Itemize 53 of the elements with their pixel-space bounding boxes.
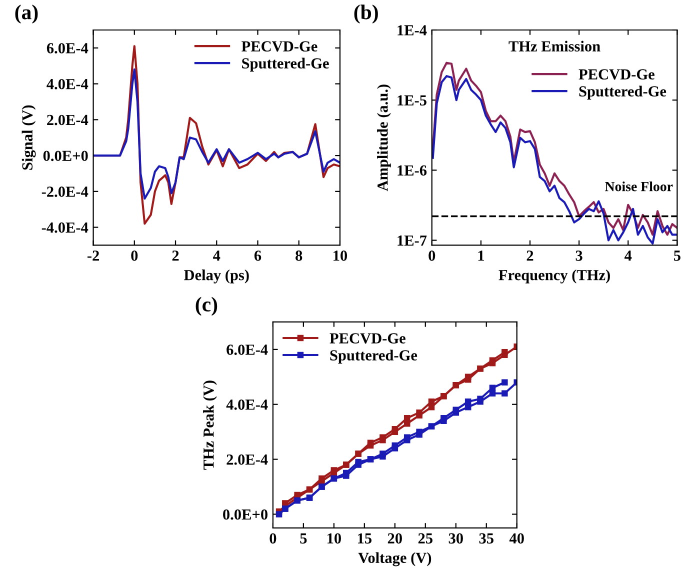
x-tick-label: 40 <box>509 533 524 544</box>
x-tick-label: 15 <box>358 533 372 544</box>
x-tick-label: 10 <box>328 533 341 544</box>
y-tick-label: 0.0E+0 <box>223 509 268 520</box>
y-tick-label: -4.0E-4 <box>42 222 88 233</box>
x-tick-label: 0 <box>131 250 138 261</box>
chart-title: (a) <box>15 4 38 24</box>
x-tick-label: -2 <box>87 250 99 261</box>
x-tick-label: 5 <box>674 250 680 261</box>
y-tick-label: 6.0E-4 <box>46 43 88 54</box>
legend-label: Sputtered-Ge <box>579 86 666 100</box>
legend-label: PECVD-Ge <box>330 333 406 344</box>
legend-label: Sputtered-Ge <box>330 350 418 364</box>
y-tick-label: 1E-6 <box>398 165 427 176</box>
y-tick-label: 1E-4 <box>398 25 427 36</box>
x-axis-title: Frequency (THz) <box>498 269 610 284</box>
y-tick-label: 2.0E-4 <box>226 454 268 465</box>
y-tick-label: 2.0E-4 <box>47 114 88 126</box>
y-tick-label: 1E-7 <box>398 235 427 246</box>
x-tick-label: 2 <box>172 250 179 261</box>
x-tick-label: 4 <box>624 250 632 261</box>
y-tick-label: -2.0E-4 <box>42 186 88 197</box>
chart-title: (c) <box>196 296 218 316</box>
annotation: THz Emission <box>508 40 600 52</box>
legend-label: PECVD-Ge <box>578 69 654 80</box>
x-tick-label: 35 <box>479 533 494 544</box>
x-tick-label: 1 <box>478 250 484 261</box>
x-tick-label: 10 <box>334 250 348 261</box>
ref-line-label: Noise Floor <box>605 181 673 192</box>
y-tick-label: 1E-5 <box>398 95 426 106</box>
chart-title: (b) <box>354 4 378 24</box>
x-tick-label: 8 <box>296 250 302 261</box>
x-tick-label: 3 <box>576 250 582 261</box>
x-tick-label: 0 <box>270 533 276 544</box>
x-tick-label: 25 <box>418 533 432 544</box>
x-tick-label: 2 <box>526 250 534 261</box>
x-tick-label: 4 <box>213 250 220 261</box>
x-tick-label: 5 <box>300 533 307 544</box>
x-tick-label: 30 <box>448 533 463 544</box>
x-axis-title: Delay (ps) <box>184 269 249 284</box>
x-tick-label: 6 <box>254 250 262 261</box>
y-axis-title: Signal (V) <box>22 105 36 170</box>
x-tick-label: 20 <box>388 533 402 544</box>
y-tick-label: 0.0E+0 <box>43 150 88 162</box>
y-tick-label: 4.0E-4 <box>46 78 88 90</box>
legend-label: Sputtered-Ge <box>242 58 329 72</box>
x-axis-title: Voltage (V) <box>358 552 432 566</box>
y-tick-label: 6.0E-4 <box>226 344 268 355</box>
x-tick-label: 0 <box>428 250 436 261</box>
y-axis-title: THz Peak (V) <box>203 380 217 470</box>
y-axis-title: Amplitude (a.u.) <box>377 84 391 192</box>
legend-label: PECVD-Ge <box>242 41 318 52</box>
y-tick-label: 4.0E-4 <box>226 400 268 410</box>
